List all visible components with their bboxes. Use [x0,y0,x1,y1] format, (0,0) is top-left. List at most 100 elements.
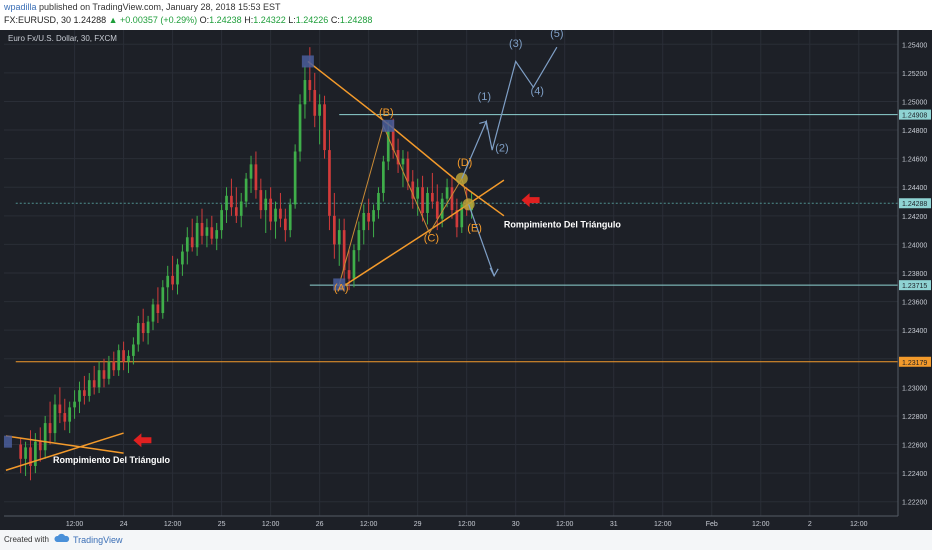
price-tick-label: 1.24600 [902,157,927,164]
price-mark-badge [899,356,931,367]
candle-body [431,192,434,202]
candle-body [117,350,121,371]
arrow-head [489,267,499,278]
candle-body [58,404,62,414]
candle-body [195,222,199,248]
candle-body [38,441,42,451]
price-tick-label: 1.24200 [902,214,927,221]
author-link[interactable]: wpadilla [4,2,37,12]
high-label: H: [244,15,254,25]
time-tick-label: 12:00 [164,521,182,528]
time-tick-label: 12:00 [66,521,84,528]
candle-body [73,401,76,408]
price-mark-badge [899,198,931,209]
price-tick-label: 1.25200 [902,71,927,78]
left-arrow-icon [133,433,152,448]
candle-body [83,390,86,396]
projection-path [461,46,558,179]
candle-body [132,344,135,356]
trend-line [307,60,505,217]
candle-body [337,230,341,245]
candle-body [328,150,331,216]
high-value: 1.24322 [253,15,286,25]
candle-body [362,212,366,231]
candle-body [391,130,395,151]
symbol-info: FX:EURUSD, 30 [4,15,72,25]
candle-body [48,423,52,434]
wave-label: (5) [550,30,563,40]
tradingview-brand[interactable]: TradingView [73,535,123,545]
candle-body [426,192,429,213]
candle-body [234,207,238,216]
wave-label: (D) [457,157,472,169]
candle-body [176,264,179,285]
chart-title: Euro Fx/U.S. Dollar, 30, FXCM [8,34,117,43]
time-tick-label: 30 [512,521,520,528]
time-tick-label: 12:00 [654,521,672,528]
published-text: published on TradingView.com, January 28… [39,2,281,12]
time-tick-label: 12:00 [850,521,868,528]
price-tick-label: 1.22800 [902,414,927,421]
price-tick-label: 1.22400 [902,471,927,478]
candle-body [357,230,361,251]
candle-body [171,275,174,285]
candle-body [382,161,385,193]
candle-body [259,190,263,211]
price-tick-label: 1.23400 [902,328,927,335]
price-mark-label: 1.23179 [902,360,927,367]
candle-body [146,321,150,334]
candle-body [239,201,243,216]
price-tick-label: 1.22600 [902,443,927,450]
price-tick-label: 1.25000 [902,99,927,106]
candle-body [274,208,277,222]
wave-label: (B) [379,107,394,119]
open-value: 1.24238 [209,15,242,25]
candle-body [318,104,321,116]
candle-body [166,275,170,288]
candle-body [78,390,81,402]
close-value: 1.24288 [339,15,373,25]
candle-body [264,198,268,211]
candle-body [122,350,125,362]
candle-body [435,201,439,219]
candle-body [367,212,371,222]
trend-line [5,435,124,454]
footer: Created with TradingView [0,530,932,550]
pivot-marker [301,55,314,68]
price-chart[interactable]: (A) (B) (C) (D) (E) (1) (2) (3) (4) (5) Rompimient… [0,30,932,530]
candle-body [249,164,253,179]
created-with-text: Created with [4,535,49,544]
candle-body [372,210,375,222]
wave-label: (E) [467,223,482,235]
candle-body [68,407,72,422]
candle-body [386,130,390,162]
candle-body [342,230,346,271]
candle-body [347,270,351,279]
candle-body [97,370,101,388]
price-mark-badge [899,280,931,291]
candle-body [200,222,204,236]
price-mark-badge [899,109,931,120]
candle-body [445,187,449,199]
close-label: C: [330,15,340,25]
candle-body [215,230,219,239]
candle-body [87,380,91,396]
trend-line [336,179,505,291]
price-mark-label: 1.23715 [902,283,927,290]
candle-body [377,192,380,211]
last-price: 1.24288 [73,15,107,25]
trend-line [338,124,470,285]
candle-body [136,323,140,345]
tradingview-logo-icon [54,533,70,542]
price-tick-label: 1.25400 [902,42,927,49]
candle-body [298,104,302,152]
up-triangle-icon: ▲ [108,15,118,25]
price-mark-label: 1.24908 [902,113,927,120]
candle-body [181,251,184,265]
candle-body [141,323,145,334]
time-tick-label: 31 [610,521,618,528]
candle-body [161,287,165,314]
candle-body [225,195,228,211]
candle-body [151,304,155,322]
